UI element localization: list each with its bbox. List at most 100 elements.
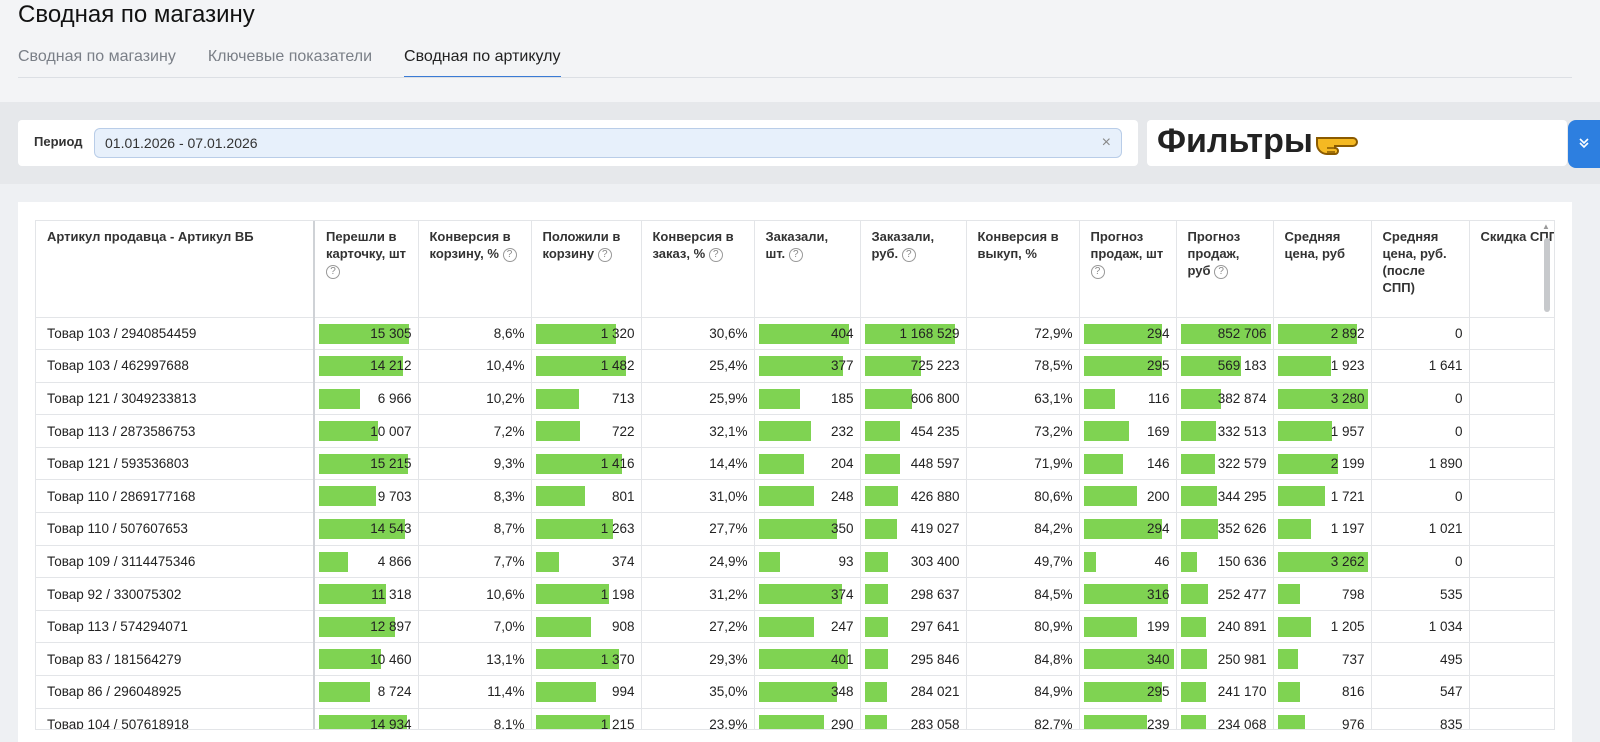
cell-value: 1 215 — [600, 716, 635, 730]
help-icon[interactable]: ? — [708, 247, 723, 262]
cell-avg-price-spp: 0 — [1371, 317, 1470, 351]
cell-value: 569 183 — [1217, 358, 1267, 374]
column-header-buyout-conv[interactable]: Конверсия в выкуп, % — [966, 221, 1080, 318]
table-row[interactable]: Товар 110 / 2869177168 9 703 8,3% 801 31,0% 2… — [36, 479, 1554, 514]
column-header-clicks[interactable]: Перешли в карточку, шт ? — [314, 221, 419, 318]
value-bar — [1180, 519, 1218, 540]
cell-discount — [1469, 414, 1554, 448]
period-value: 01.01.2026 - 07.01.2026 — [105, 135, 258, 151]
value-bar — [758, 584, 842, 605]
cell-value: 322 579 — [1217, 456, 1267, 472]
value-bar — [1180, 649, 1207, 670]
cell-value: 332 513 — [1217, 423, 1267, 439]
cell-cart: 1 370 — [531, 642, 642, 677]
cell-buyout-conv: 84,9% — [966, 675, 1080, 709]
table-row[interactable]: Товар 109 / 3114475346 4 866 7,7% 374 24,9% 9… — [36, 545, 1554, 579]
table-row[interactable]: Товар 113 / 574294071 12 897 7,0% 908 27,2% 2… — [36, 610, 1554, 644]
cell-value: 816 — [1341, 684, 1365, 700]
value-bar — [1180, 584, 1208, 605]
cell-discount — [1469, 447, 1554, 481]
cell-discount — [1469, 708, 1554, 729]
cell-clicks: 6 966 — [314, 382, 419, 416]
cell-orders-rub: 284 021 — [860, 675, 967, 709]
cell-value: 1 168 529 — [899, 325, 960, 341]
help-icon[interactable]: ? — [1214, 264, 1229, 279]
table-row[interactable]: Товар 86 / 296048925 8 724 11,4% 994 35,0% 34… — [36, 675, 1554, 709]
column-header-cart[interactable]: Положили в корзину ? — [531, 221, 642, 318]
cell-forecast-qty: 116 — [1079, 382, 1177, 416]
cell-clicks: 12 897 — [314, 610, 419, 644]
cell-value: 82,7% — [1034, 716, 1073, 730]
cell-forecast-rub: 344 295 — [1176, 479, 1274, 514]
table-row[interactable]: Товар 92 / 330075302 11 318 10,6% 1 198 31,2… — [36, 577, 1554, 611]
column-label: Средняя цена, руб. (после СПП) — [1382, 229, 1447, 295]
help-icon[interactable]: ? — [326, 264, 340, 279]
value-bar — [535, 649, 619, 670]
column-header-avg-price-spp[interactable]: Средняя цена, руб. (после СПП) — [1371, 221, 1470, 318]
tab-article-summary[interactable]: Сводная по артикулу — [404, 44, 561, 78]
help-icon[interactable]: ? — [788, 247, 803, 262]
help-icon[interactable]: ? — [502, 247, 517, 262]
cell-value: 11 318 — [371, 586, 412, 602]
cell-buyout-conv: 80,9% — [966, 610, 1080, 644]
top-bar: Сводная по магазину Сводная по магазину … — [0, 0, 1600, 102]
table-row[interactable]: Товар 113 / 2873586753 10 007 7,2% 722 32,1%… — [36, 414, 1554, 448]
expand-filters-button[interactable] — [1568, 120, 1600, 168]
tab-store-summary[interactable]: Сводная по магазину — [18, 48, 176, 65]
cell-value: 801 — [611, 488, 635, 504]
value-bar — [758, 388, 800, 409]
column-header-forecast-rub[interactable]: Прогноз продаж, руб ? — [1176, 221, 1274, 318]
scroll-up-icon[interactable]: ▲ — [1542, 222, 1550, 231]
table-row[interactable]: Товар 83 / 181564279 10 460 13,1% 1 370 29,3… — [36, 642, 1554, 677]
value-bar — [1180, 714, 1206, 729]
column-header-orders[interactable]: Заказали, шт. ? — [754, 221, 861, 318]
value-bar — [535, 421, 580, 442]
column-header-cart-conv[interactable]: Конверсия в корзину, % ? — [418, 221, 532, 318]
clear-icon[interactable]: × — [1101, 134, 1111, 151]
cell-cart: 1 320 — [531, 317, 642, 351]
cell-value: 8,6% — [493, 325, 525, 341]
table-header-row: Артикул продавца - Артикул ВБ Перешли в к… — [36, 221, 1554, 318]
cell-value: 419 027 — [910, 521, 960, 537]
table-row[interactable]: Товар 110 / 507607653 14 543 8,7% 1 263 27,7… — [36, 512, 1554, 546]
column-header-name[interactable]: Артикул продавца - Артикул ВБ — [36, 221, 315, 318]
table-row[interactable]: Товар 121 / 3049233813 6 966 10,2% 713 25,9%… — [36, 382, 1554, 416]
value-bar — [1277, 453, 1338, 474]
value-bar — [1180, 551, 1197, 572]
table-row[interactable]: Товар 103 / 462997688 14 212 10,4% 1 482 25,… — [36, 349, 1554, 383]
vertical-scrollbar[interactable] — [1544, 238, 1550, 312]
column-header-discount[interactable]: Скидка СПП — [1469, 221, 1554, 318]
cell-value: 0 — [1454, 553, 1463, 569]
cell-forecast-rub: 234 068 — [1176, 708, 1274, 729]
cell-name: Товар 121 / 3049233813 — [36, 382, 315, 416]
cell-avg-price-spp: 495 — [1371, 642, 1470, 677]
cell-value: 722 — [611, 423, 635, 439]
column-header-order-conv[interactable]: Конверсия в заказ, % ? — [641, 221, 755, 318]
cell-buyout-conv: 84,5% — [966, 577, 1080, 611]
tab-key-metrics[interactable]: Ключевые показатели — [207, 48, 373, 65]
table-row[interactable]: Товар 121 / 593536803 15 215 9,3% 1 416 14,4… — [36, 447, 1554, 481]
cell-discount — [1469, 577, 1554, 611]
help-icon[interactable]: ? — [901, 247, 916, 262]
table-row[interactable]: Товар 103 / 2940854459 15 305 8,6% 1 320 30,… — [36, 317, 1554, 351]
cell-orders-rub: 303 400 — [860, 545, 967, 579]
cell-name: Товар 113 / 574294071 — [36, 610, 315, 644]
cell-value: Товар 110 / 507607653 — [47, 521, 188, 537]
column-header-orders-rub[interactable]: Заказали, руб. ? — [860, 221, 967, 318]
cell-value: Товар 113 / 2873586753 — [47, 423, 196, 439]
cell-value: 247 — [830, 619, 854, 635]
help-icon[interactable]: ? — [597, 247, 612, 262]
cell-buyout-conv: 80,6% — [966, 479, 1080, 514]
help-icon[interactable]: ? — [1090, 264, 1105, 279]
table-row[interactable]: Товар 104 / 507618918 14 934 8,1% 1 215 23,9… — [36, 708, 1554, 730]
cell-value: 80,9% — [1034, 619, 1073, 635]
cell-avg-price: 2 892 — [1273, 317, 1372, 351]
cell-value: 535 — [1439, 586, 1463, 602]
column-header-forecast-qty[interactable]: Прогноз продаж, шт ? — [1079, 221, 1177, 318]
cell-value: 84,8% — [1034, 651, 1073, 667]
cell-cart-conv: 7,7% — [418, 545, 532, 579]
column-header-avg-price[interactable]: Средняя цена, руб — [1273, 221, 1372, 318]
cell-forecast-rub: 250 981 — [1176, 642, 1274, 677]
period-input[interactable]: 01.01.2026 - 07.01.2026 × — [94, 128, 1122, 158]
cell-value: 0 — [1454, 423, 1463, 439]
